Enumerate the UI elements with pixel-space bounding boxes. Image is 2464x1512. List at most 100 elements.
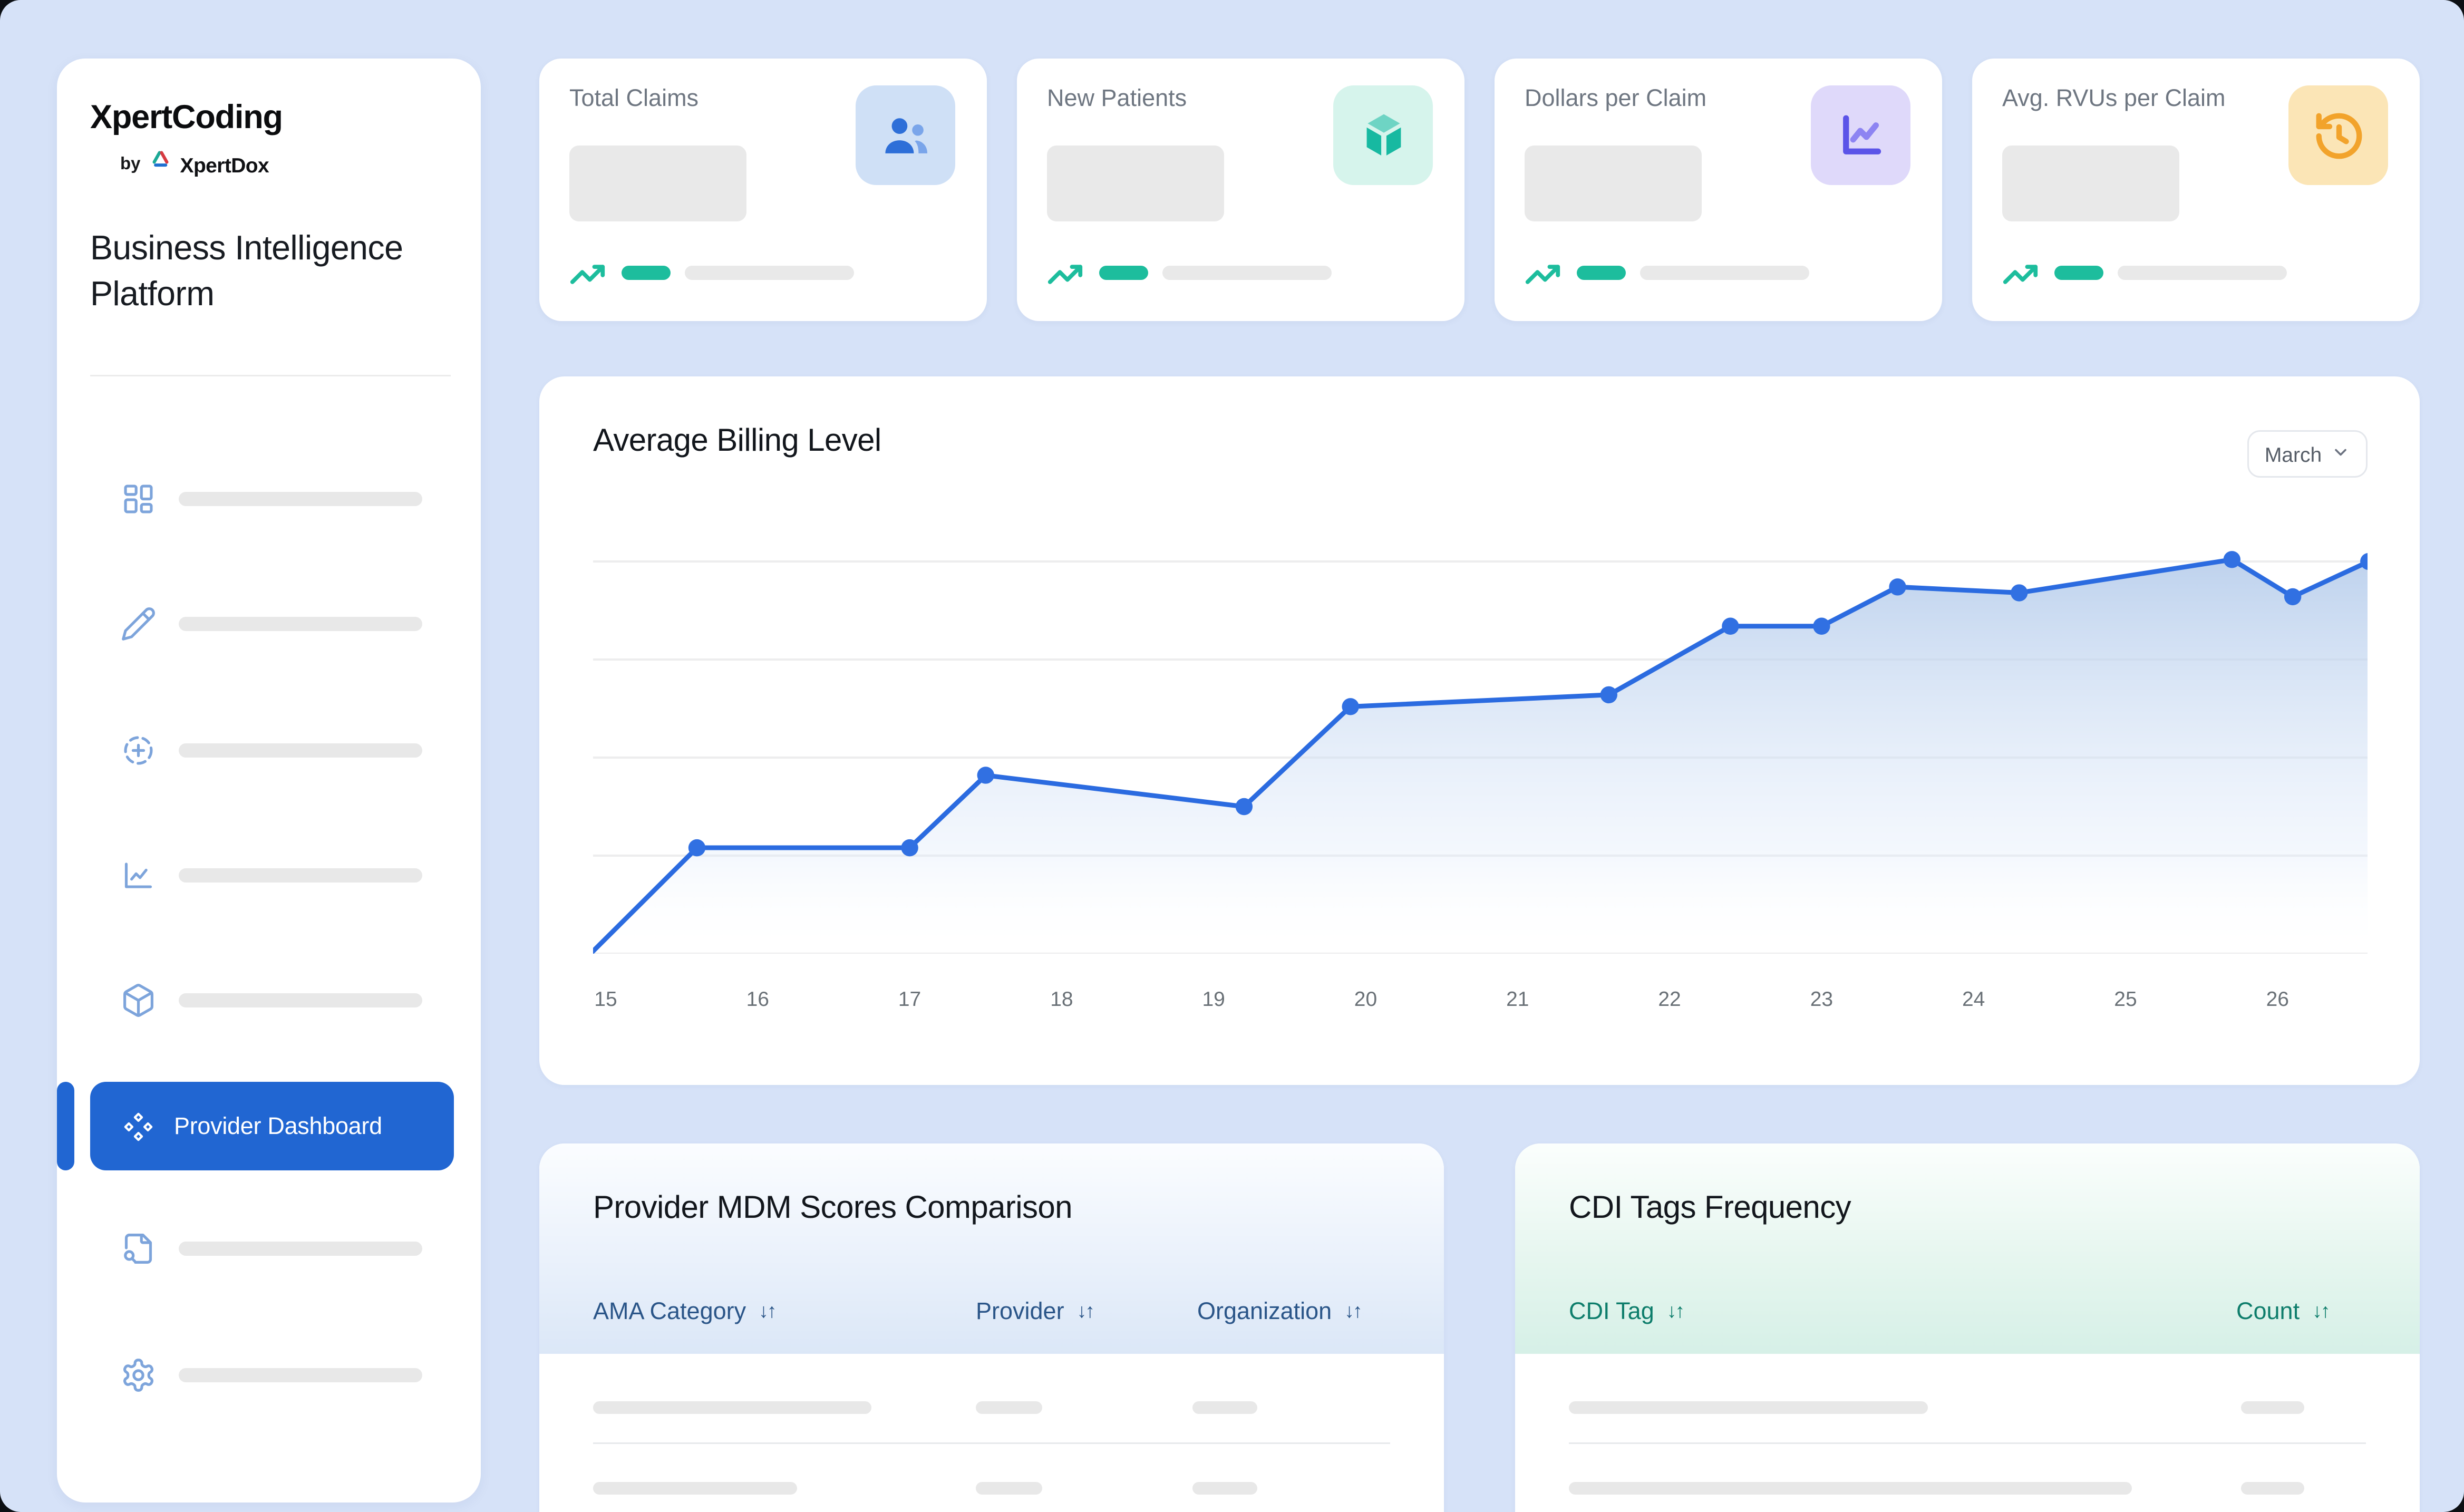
row-divider <box>593 1442 1390 1444</box>
table-cell-placeholder <box>976 1482 1042 1495</box>
x-tick-label: 16 <box>746 987 769 1011</box>
table-cell-placeholder <box>1192 1401 1257 1414</box>
box-icon <box>120 982 157 1019</box>
stat-card-title: Dollars per Claim <box>1525 85 1707 112</box>
billing-level-chart <box>588 479 2378 956</box>
column-label: Count <box>2236 1297 2300 1325</box>
sort-icon[interactable]: ↓↑ <box>1076 1300 1095 1322</box>
sidebar-divider <box>90 375 451 376</box>
column-header-count[interactable]: Count ↓↑ <box>2236 1294 2330 1329</box>
trend-up-icon <box>1525 256 1561 289</box>
table-cell-placeholder <box>1569 1482 2132 1495</box>
table-cell-placeholder <box>593 1401 871 1414</box>
stat-card-avg-rvus-per-claim: Avg. RVUs per Claim <box>1972 59 2420 321</box>
cdi-table-title: CDI Tags Frequency <box>1569 1191 1851 1226</box>
stat-value-placeholder <box>1525 146 1702 221</box>
active-item-indicator <box>57 1082 74 1170</box>
column-label: Organization <box>1197 1297 1332 1325</box>
column-header-organization[interactable]: Organization ↓↑ <box>1197 1294 1363 1329</box>
trend-up-icon <box>569 256 606 289</box>
pencil-icon <box>120 606 157 642</box>
x-tick-label: 26 <box>2266 987 2289 1011</box>
platform-title: Business Intelligence Platform <box>90 229 403 313</box>
sort-icon[interactable]: ↓↑ <box>1344 1300 1362 1322</box>
sort-icon[interactable]: ↓↑ <box>1666 1300 1685 1322</box>
app-logo: XpertCoding <box>90 100 283 136</box>
sidebar-item[interactable] <box>57 982 481 1020</box>
sidebar-item-label-placeholder <box>179 1242 422 1256</box>
stat-card-title: New Patients <box>1047 85 1187 112</box>
trend-caption-placeholder <box>1162 266 1332 280</box>
stat-card-new-patients: New Patients <box>1017 59 1464 321</box>
column-label: Provider <box>976 1297 1064 1325</box>
sidebar-item[interactable] <box>57 606 481 644</box>
sidebar-item-label-placeholder <box>179 743 422 758</box>
gear-icon <box>120 1357 157 1393</box>
cdi-tags-card: CDI Tags Frequency CDI Tag ↓↑ Count ↓↑ <box>1515 1143 2420 1512</box>
table-cell-placeholder <box>1569 1401 1928 1414</box>
stat-value-placeholder <box>569 146 746 221</box>
logo-by-text: by <box>120 155 141 174</box>
stat-card-dollars-per-claim: Dollars per Claim <box>1495 59 1942 321</box>
column-label: AMA Category <box>593 1297 746 1325</box>
trend-caption-placeholder <box>1640 266 1809 280</box>
stat-card-title: Avg. RVUs per Claim <box>2002 85 2226 112</box>
x-tick-label: 17 <box>898 987 921 1011</box>
trend-delta-placeholder <box>622 266 671 280</box>
x-tick-label: 22 <box>1658 987 1681 1011</box>
line-chart-icon <box>120 857 157 894</box>
trend-delta-placeholder <box>1099 266 1148 280</box>
dashboard-grid-icon <box>120 481 157 517</box>
trend-up-icon <box>1047 256 1083 289</box>
x-tick-label: 23 <box>1810 987 1834 1011</box>
logo-byline: by XpertDox <box>120 149 269 180</box>
mdm-table-title: Provider MDM Scores Comparison <box>593 1191 1073 1226</box>
table-cell-placeholder <box>2241 1482 2304 1495</box>
brand-name: XpertDox <box>180 152 269 177</box>
history-clock-icon <box>2288 85 2388 185</box>
trend-up-icon <box>2002 256 2039 289</box>
table-cell-placeholder <box>593 1482 797 1495</box>
chevron-down-icon <box>2331 442 2350 466</box>
stat-value-placeholder <box>1047 146 1224 221</box>
chart-title: Average Billing Level <box>593 424 881 459</box>
table-cell-placeholder <box>1192 1482 1257 1495</box>
column-label: CDI Tag <box>1569 1297 1654 1325</box>
sidebar-item-label-placeholder <box>179 993 422 1007</box>
area-chart-canvas <box>588 551 2378 956</box>
diamonds-icon <box>122 1110 155 1143</box>
trend-caption-placeholder <box>685 266 854 280</box>
sidebar-item-provider-dashboard[interactable]: Provider Dashboard <box>90 1082 454 1170</box>
sidebar-item[interactable] <box>57 481 481 519</box>
column-header-provider[interactable]: Provider ↓↑ <box>976 1294 1095 1329</box>
x-tick-label: 20 <box>1354 987 1377 1011</box>
mdm-table-header-band <box>539 1143 1444 1354</box>
table-cell-placeholder <box>976 1401 1042 1414</box>
x-tick-label: 19 <box>1202 987 1225 1011</box>
trend-delta-placeholder <box>1577 266 1626 280</box>
mdm-scores-card: Provider MDM Scores Comparison AMA Categ… <box>539 1143 1444 1512</box>
column-header-cdi-tag[interactable]: CDI Tag ↓↑ <box>1569 1294 1685 1329</box>
people-icon <box>856 85 955 185</box>
sidebar-item[interactable] <box>57 1357 481 1395</box>
sidebar-item-label-placeholder <box>179 492 422 506</box>
column-header-ama-category[interactable]: AMA Category ↓↑ <box>593 1294 777 1329</box>
billing-chart-card: Average Billing Level March 15 16 17 18 19 20… <box>539 376 2420 1085</box>
sidebar-item[interactable] <box>57 1230 481 1268</box>
stat-value-placeholder <box>2002 146 2179 221</box>
sort-icon[interactable]: ↓↑ <box>759 1300 777 1322</box>
cdi-table-header-band <box>1515 1143 2420 1354</box>
x-tick-label: 24 <box>1962 987 1985 1011</box>
sidebar-item-label: Provider Dashboard <box>174 1112 382 1140</box>
chart-x-axis-labels: 15 16 17 18 19 20 21 22 23 24 25 26 <box>593 987 2368 1015</box>
trend-caption-placeholder <box>2118 266 2287 280</box>
sidebar-item[interactable] <box>57 857 481 895</box>
circle-plus-dashed-icon <box>120 732 157 769</box>
table-cell-placeholder <box>2241 1401 2304 1414</box>
sidebar-item-label-placeholder <box>179 1368 422 1382</box>
sidebar-item[interactable] <box>57 732 481 770</box>
sort-icon[interactable]: ↓↑ <box>2312 1300 2330 1322</box>
x-tick-label: 15 <box>594 987 617 1011</box>
month-dropdown[interactable]: March <box>2247 430 2368 478</box>
